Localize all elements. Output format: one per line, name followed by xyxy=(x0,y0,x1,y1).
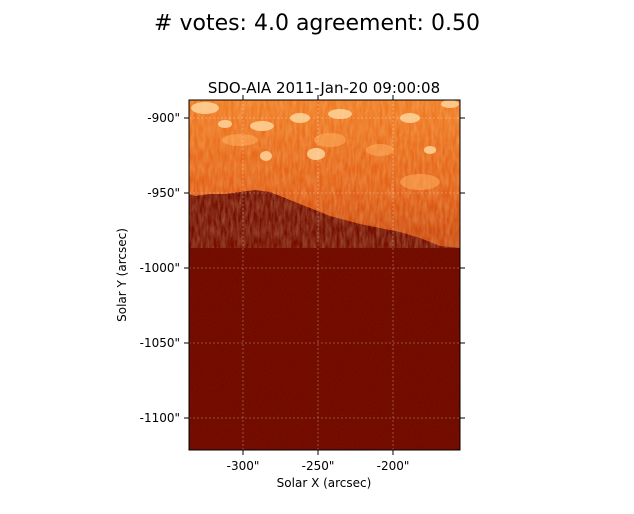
y-axis-label: Solar Y (arcsec) xyxy=(115,228,129,322)
x-tick-label: -300" xyxy=(227,459,260,473)
y-tick-label: -950" xyxy=(147,186,180,200)
axes-frame xyxy=(188,99,461,451)
axes-title: SDO-AIA 2011-Jan-20 09:00:08 xyxy=(208,79,440,97)
x-tick-label: -250" xyxy=(302,459,335,473)
y-tick-label: -1100" xyxy=(140,411,180,425)
solar-image xyxy=(189,100,460,450)
figure-title: # votes: 4.0 agreement: 0.50 xyxy=(154,11,480,36)
y-tick-label: -900" xyxy=(147,111,180,125)
x-tick-marks xyxy=(242,95,394,455)
bright-plage-patches xyxy=(191,100,459,161)
y-tick-label: -1000" xyxy=(140,261,180,275)
x-tick-label: -200" xyxy=(377,459,410,473)
x-axis-label: Solar X (arcsec) xyxy=(277,476,372,490)
y-tick-label: -1050" xyxy=(140,336,180,350)
grid-lines xyxy=(189,100,460,450)
y-tick-marks xyxy=(184,117,465,419)
